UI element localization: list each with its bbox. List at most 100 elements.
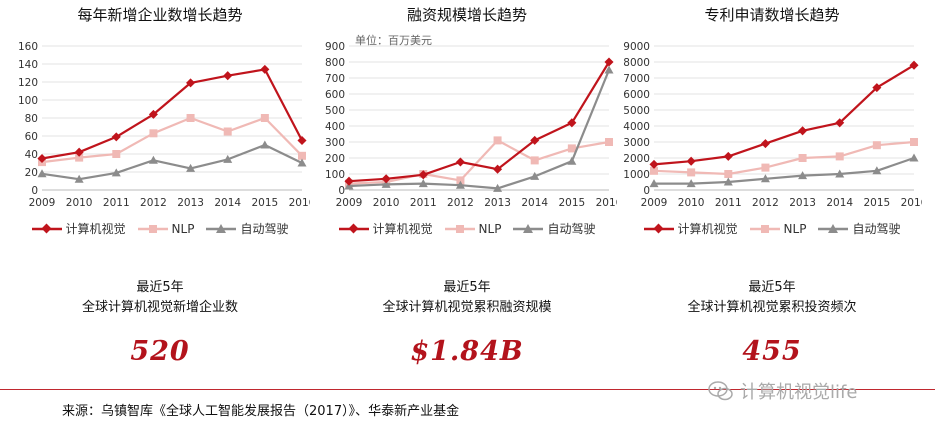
x-tick-label: 2009 — [336, 197, 363, 209]
legend-item-nlp: NLP — [137, 220, 195, 237]
y-tick-label: 800 — [325, 57, 345, 69]
data-point-ad — [148, 155, 158, 164]
data-point-nlp — [456, 176, 465, 185]
y-tick-label: 1000 — [623, 169, 650, 181]
data-point-cv — [493, 164, 503, 174]
y-tick-label: 9000 — [623, 41, 650, 53]
data-point-nlp — [223, 127, 232, 136]
x-tick-label: 2016 — [596, 197, 617, 209]
y-tick-label: 600 — [325, 89, 345, 101]
legend-label: NLP — [171, 221, 195, 236]
data-point-ad — [111, 168, 121, 177]
data-point-ad — [604, 65, 614, 74]
chart-title: 每年新增企业数增长趋势 — [77, 6, 243, 24]
data-point-nlp — [761, 163, 770, 172]
legend-marker-cv-icon — [643, 223, 674, 233]
legend-label: 计算机视觉 — [372, 222, 433, 236]
data-point-cv — [148, 109, 158, 119]
legend-item-cv: 计算机视觉 — [31, 220, 126, 237]
x-tick-label: 2011 — [715, 197, 742, 209]
legend-item-cv: 计算机视觉 — [338, 220, 433, 237]
watermark-text: 计算机视觉life — [740, 382, 858, 403]
stat-caption-line1: 最近5年 — [136, 280, 184, 295]
data-point-cv — [186, 78, 196, 88]
x-tick-label: 2010 — [678, 197, 705, 209]
data-point-nlp — [75, 153, 84, 162]
y-tick-label: 400 — [325, 121, 345, 133]
series-line-nlp — [653, 140, 915, 176]
y-tick-label: 8000 — [623, 57, 650, 69]
data-point-cv — [567, 118, 577, 128]
data-point-ad — [567, 156, 577, 165]
data-point-ad — [835, 169, 845, 178]
data-point-cv — [260, 64, 270, 74]
legend-label: 计算机视觉 — [677, 222, 738, 236]
data-point-nlp — [724, 170, 733, 178]
stat-value: $1.84B — [410, 336, 524, 367]
data-point-cv — [418, 170, 428, 180]
legend-marker-nlp-icon — [137, 224, 168, 233]
unit-label: 单位：百万美元 — [355, 33, 432, 47]
data-point-ad — [74, 174, 84, 183]
x-tick-label: 2016 — [289, 197, 310, 209]
y-tick-label: 80 — [25, 113, 38, 125]
x-tick-label: 2014 — [521, 197, 548, 209]
x-tick-label: 2012 — [140, 197, 167, 209]
stat-caption-line1: 最近5年 — [443, 280, 491, 295]
data-point-cv — [297, 135, 307, 146]
data-point-nlp — [567, 144, 576, 153]
x-tick-label: 2012 — [447, 197, 474, 209]
legend-item-ad: 自动驾驶 — [818, 220, 900, 237]
chart-legend: 计算机视觉 NLP 自动驾驶 — [317, 220, 617, 237]
data-point-ad — [649, 179, 659, 188]
data-point-nlp — [260, 114, 269, 122]
data-point-nlp — [798, 154, 807, 162]
y-tick-label: 7000 — [623, 73, 650, 85]
chart-legend: 计算机视觉 NLP 自动驾驶 — [622, 220, 922, 237]
stat-caption-line2: 全球计算机视觉新增企业数 — [81, 300, 238, 315]
x-tick-label: 2009 — [641, 197, 668, 209]
y-tick-label: 5000 — [623, 105, 650, 117]
y-tick-label: 0 — [31, 185, 38, 197]
y-tick-label: 120 — [18, 77, 38, 89]
wechat-icon — [708, 381, 733, 401]
chart-title: 专利申请数增长趋势 — [704, 6, 840, 24]
data-point-nlp — [530, 156, 539, 165]
legend-marker-cv-icon — [338, 223, 369, 233]
chart-legend: 计算机视觉 NLP 自动驾驶 — [10, 220, 310, 237]
watermark: 计算机视觉life — [708, 378, 857, 404]
source-note: 来源：乌镇智库《全球人工智能发展报告（2017）》、华泰新产业基金 — [62, 404, 460, 419]
data-point-ad — [381, 179, 391, 188]
legend-label: 自动驾驶 — [547, 222, 596, 236]
y-tick-label: 700 — [325, 73, 345, 85]
data-point-nlp — [149, 129, 158, 138]
y-tick-label: 20 — [25, 167, 38, 179]
chart-title: 融资规模增长趋势 — [406, 6, 527, 24]
legend-item-cv: 计算机视觉 — [643, 220, 738, 237]
data-point-nlp — [112, 150, 121, 158]
new-companies-chart: 0 20 40 60 80 100 120 140 160 2009 2010 2011 2012 201… — [18, 41, 310, 209]
data-point-cv — [686, 156, 696, 166]
legend-label: NLP — [478, 221, 502, 236]
stat-value: 520 — [130, 336, 190, 367]
data-point-ad — [760, 174, 770, 183]
series-line-cv — [653, 64, 915, 166]
data-point-ad — [186, 163, 196, 172]
data-point-ad — [798, 171, 808, 180]
data-point-ad — [455, 180, 465, 189]
data-point-ad — [493, 183, 503, 192]
x-tick-label: 2012 — [752, 197, 779, 209]
funding-chart: 0 100 200 300 400 500 600 700 800 900 2009 2010 2011… — [325, 33, 617, 209]
y-tick-label: 40 — [25, 149, 38, 161]
data-point-nlp — [493, 136, 502, 145]
legend-item-nlp: NLP — [444, 220, 502, 237]
data-point-ad — [260, 140, 270, 149]
y-tick-label: 60 — [25, 131, 38, 143]
x-tick-label: 2010 — [66, 197, 93, 209]
legend-marker-nlp-icon — [444, 224, 475, 233]
y-tick-label: 2000 — [623, 153, 650, 165]
x-tick-label: 2013 — [177, 197, 204, 209]
data-point-ad — [223, 154, 233, 163]
data-point-ad — [297, 158, 307, 167]
data-point-cv — [798, 126, 808, 136]
